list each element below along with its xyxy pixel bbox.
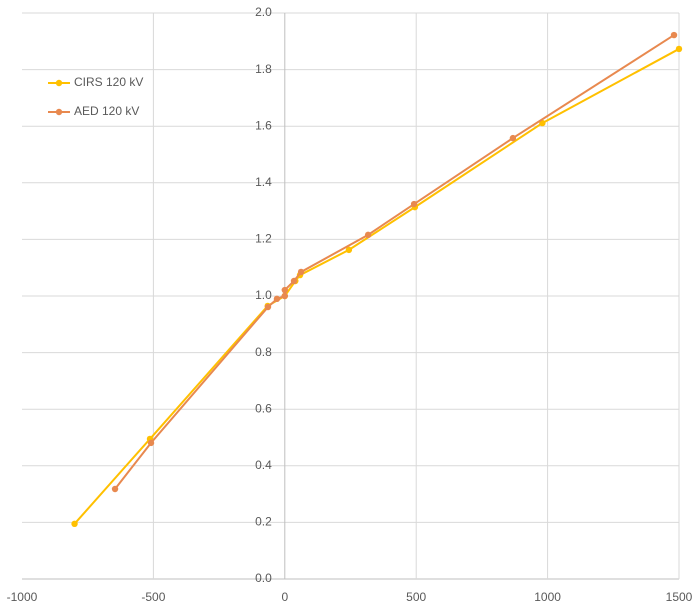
- data-point: [345, 246, 353, 254]
- y-tick-label: 0.0: [255, 571, 272, 585]
- data-point: [281, 292, 288, 300]
- y-tick-label: 2.0: [255, 5, 272, 19]
- series-line: [73, 48, 680, 525]
- data-point: [410, 200, 418, 208]
- legend-marker: [55, 79, 63, 87]
- data-point: [539, 119, 546, 127]
- data-point: [264, 303, 272, 311]
- x-tick-label: -500: [141, 590, 165, 604]
- y-tick-label: 0.8: [255, 345, 272, 359]
- data-point: [71, 520, 78, 528]
- legend-marker: [55, 108, 63, 116]
- y-tick-label: 1.0: [255, 288, 272, 302]
- data-point: [290, 277, 298, 285]
- data-point: [281, 286, 288, 294]
- x-tick-label: 500: [406, 590, 426, 604]
- y-tick-label: 1.4: [255, 175, 272, 189]
- data-point: [675, 45, 683, 53]
- y-tick-label: 1.2: [255, 232, 272, 246]
- x-tick-label: -1000: [7, 590, 38, 604]
- series-line: [114, 34, 675, 490]
- y-tick-label: 1.8: [255, 62, 272, 76]
- y-tick-label: 0.2: [255, 515, 272, 529]
- x-tick-label: 1000: [534, 590, 561, 604]
- data-point: [364, 231, 372, 239]
- data-point: [670, 31, 678, 39]
- y-tick-label: 0.6: [255, 401, 272, 415]
- x-tick-label: 1500: [666, 590, 693, 604]
- data-point: [147, 439, 155, 447]
- data-point: [111, 485, 119, 493]
- data-point: [509, 134, 517, 142]
- y-tick-label: 1.6: [255, 118, 272, 132]
- data-point: [273, 295, 281, 303]
- x-tick-label: 0: [281, 590, 288, 604]
- legend-label: AED 120 kV: [74, 104, 139, 118]
- data-point: [297, 268, 305, 276]
- y-tick-label: 0.4: [255, 458, 272, 472]
- legend-label: CIRS 120 kV: [74, 75, 143, 89]
